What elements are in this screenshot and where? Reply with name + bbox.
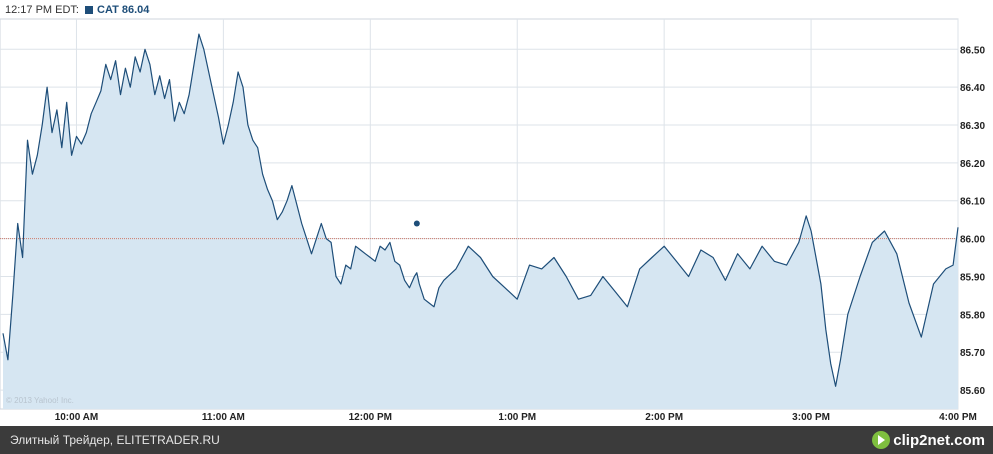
y-tick-label: 85.70	[960, 348, 985, 359]
y-tick-label: 86.10	[960, 197, 985, 208]
x-tick-label: 12:00 PM	[349, 412, 392, 423]
series-legend-label: CAT 86.04	[97, 4, 150, 16]
y-tick-label: 86.20	[960, 159, 985, 170]
x-tick-label: 2:00 PM	[645, 412, 683, 423]
price-line	[2, 33, 959, 387]
price-area	[3, 34, 958, 409]
y-axis-ticks: 85.60 85.70 85.80 85.90 86.00 86.10 86.20 86.30…	[960, 45, 985, 397]
price-area-fill	[3, 34, 958, 409]
y-tick-label: 86.30	[960, 121, 985, 132]
x-tick-label: 1:00 PM	[498, 412, 536, 423]
y-tick-label: 86.50	[960, 45, 985, 56]
x-tick-label: 4:00 PM	[939, 412, 977, 423]
x-axis-ticks: 10:00 AM 11:00 AM 12:00 PM 1:00 PM 2:00 PM 3:…	[55, 412, 977, 423]
chart-copyright: © 2013 Yahoo! Inc.	[6, 396, 74, 405]
x-tick-label: 3:00 PM	[792, 412, 830, 423]
y-tick-label: 85.90	[960, 272, 985, 283]
current-price-point	[413, 220, 420, 227]
y-tick-label: 86.00	[960, 235, 985, 246]
y-tick-label: 85.80	[960, 310, 985, 321]
chart-header: 12:17 PM EDT: CAT 86.04	[0, 0, 993, 19]
series-legend-swatch	[85, 6, 93, 14]
y-tick-label: 86.40	[960, 83, 985, 94]
footer-caption: Элитный Трейдер, ELITETRADER.RU	[10, 433, 220, 447]
x-tick-label: 10:00 AM	[55, 412, 99, 423]
y-tick-label: 85.60	[960, 386, 985, 397]
clip2net-logo-text: clip2net.com	[893, 431, 985, 449]
clip2net-logo-icon	[872, 431, 891, 449]
clip2net-logo: clip2net.com	[872, 430, 985, 450]
price-series-line	[2, 33, 959, 387]
quote-time-label: 12:17 PM EDT:	[5, 4, 79, 16]
price-chart: 10:00 AM 11:00 AM 12:00 PM 1:00 PM 2:00 PM 3:…	[0, 18, 985, 423]
x-tick-label: 11:00 AM	[202, 412, 245, 423]
footer-bar: Элитный Трейдер, ELITETRADER.RU clip2net…	[0, 426, 993, 454]
current-price-marker	[413, 220, 420, 227]
